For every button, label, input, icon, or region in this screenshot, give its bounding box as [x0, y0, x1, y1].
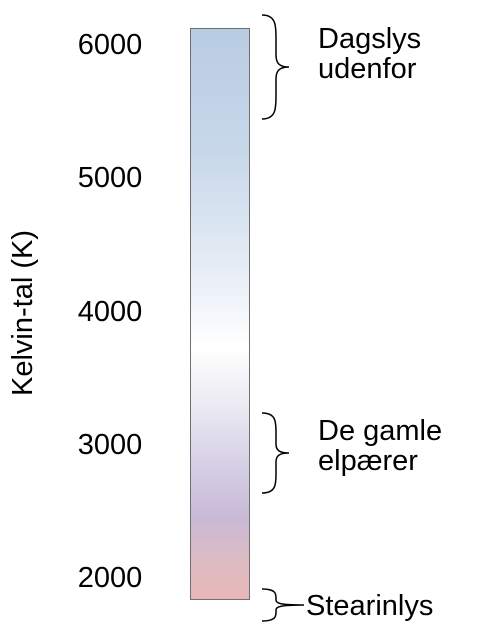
- tick-label-4000: 4000: [77, 296, 143, 328]
- tick-label-3000: 3000: [77, 429, 143, 461]
- brace-daylight: [261, 14, 290, 120]
- annotation-daylight: Dagslys udenfor: [318, 24, 421, 84]
- brace-candlelight: [261, 588, 305, 622]
- color-temperature-scale-bar: [190, 28, 250, 600]
- tick-label-2000: 2000: [77, 562, 143, 594]
- annotation-candlelight: Stearinlys: [306, 591, 433, 621]
- annotation-candlelight-line-1: Stearinlys: [306, 590, 434, 622]
- annotation-old-bulbs-line-2: elpærer: [318, 445, 418, 477]
- annotation-old-bulbs: De gamle elpærer: [318, 416, 442, 476]
- annotation-old-bulbs-line-1: De gamle: [318, 415, 443, 447]
- annotation-daylight-line-1: Dagslys: [318, 23, 422, 55]
- annotation-daylight-line-2: udenfor: [318, 53, 417, 85]
- tick-label-6000: 6000: [77, 29, 143, 61]
- axis-title: Kelvin-tal (K): [7, 230, 39, 396]
- tick-label-5000: 5000: [77, 162, 143, 194]
- brace-old-bulbs: [261, 412, 290, 494]
